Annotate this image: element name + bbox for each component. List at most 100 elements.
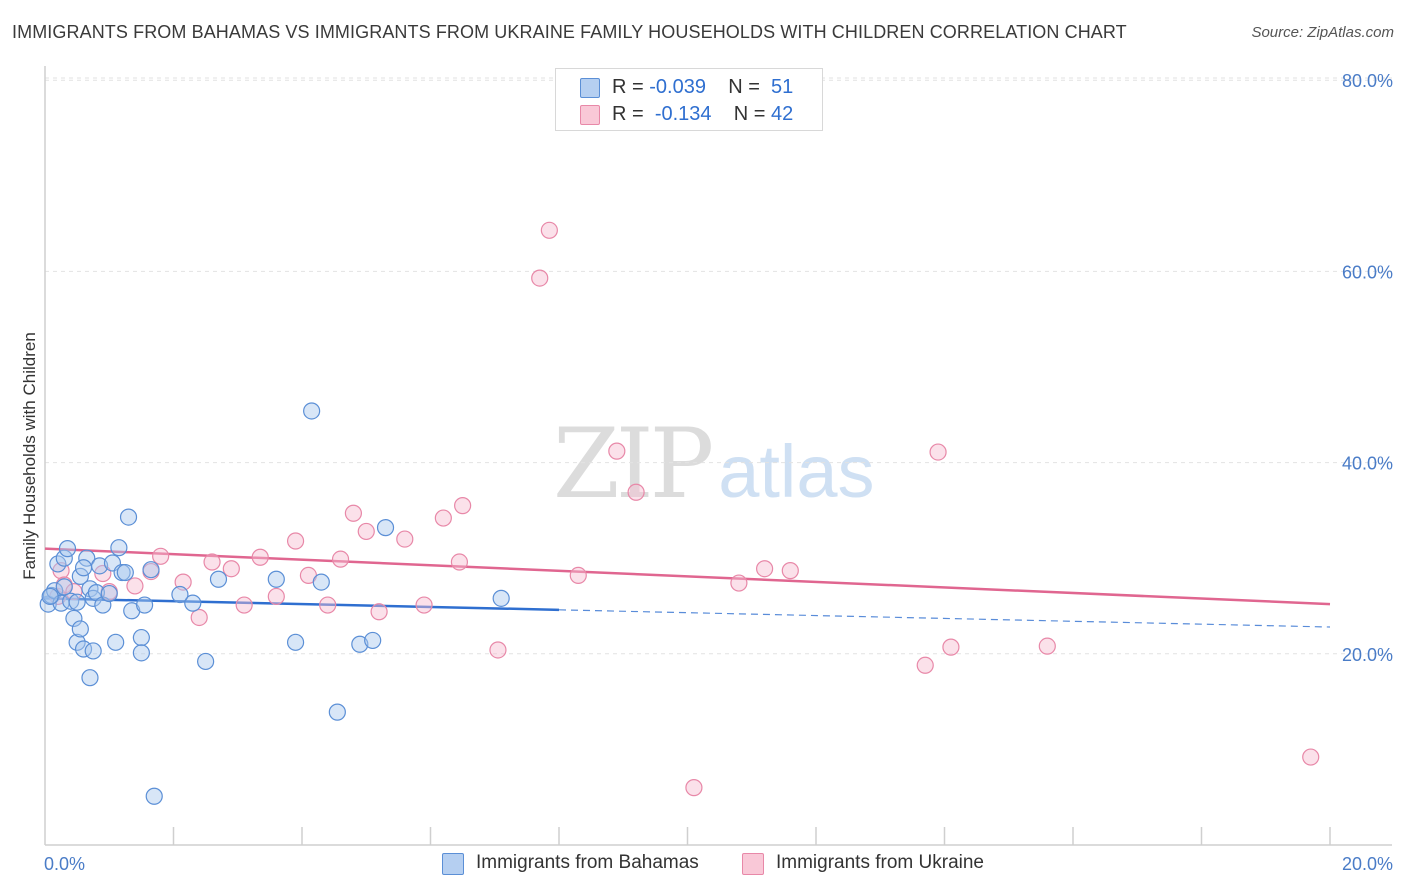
ukraine-r-label: R = bbox=[612, 103, 644, 125]
ukraine-point bbox=[357, 522, 375, 541]
ukraine-r-value: -0.134 bbox=[654, 103, 712, 125]
ukraine-point bbox=[251, 548, 269, 566]
ukraine-point bbox=[267, 587, 285, 606]
ukraine-point bbox=[1302, 748, 1320, 766]
ukraine-point bbox=[396, 530, 414, 548]
bahamas-point bbox=[41, 587, 59, 606]
bahamas-point bbox=[142, 561, 160, 579]
bahamas-point bbox=[58, 540, 77, 558]
bahamas-point bbox=[132, 628, 150, 647]
ukraine-point bbox=[152, 547, 170, 565]
ukraine-point bbox=[126, 577, 144, 595]
watermark-zip: ZIP bbox=[553, 408, 714, 520]
ukraine-point bbox=[929, 443, 947, 461]
ukraine-point bbox=[344, 504, 362, 522]
legend-ukraine-swatch bbox=[742, 853, 764, 875]
bahamas-point bbox=[286, 633, 305, 651]
bahamas-point bbox=[351, 635, 369, 653]
y-tick-label: 20.0% bbox=[1342, 645, 1393, 665]
ukraine-point bbox=[450, 553, 469, 571]
data-points bbox=[39, 221, 1320, 805]
y-tick-label: 60.0% bbox=[1342, 262, 1393, 282]
chart-title: IMMIGRANTS FROM BAHAMAS VS IMMIGRANTS FR… bbox=[12, 22, 1127, 42]
x-tick-label: 20.0% bbox=[1342, 854, 1393, 874]
ukraine-point bbox=[730, 574, 748, 592]
bahamas-point bbox=[312, 573, 330, 591]
bahamas-point bbox=[55, 578, 73, 596]
ukraine-point bbox=[235, 596, 253, 614]
ukraine-point bbox=[190, 608, 208, 627]
ukraine-point bbox=[370, 603, 388, 621]
ukraine-point bbox=[286, 532, 305, 550]
legend-bahamas-label: Immigrants from Bahamas bbox=[476, 852, 699, 873]
y-tick-label: 40.0% bbox=[1342, 454, 1393, 474]
bahamas-point bbox=[71, 620, 89, 638]
ukraine-point bbox=[569, 566, 587, 585]
ukraine-point bbox=[916, 656, 934, 674]
bahamas-point bbox=[74, 559, 93, 577]
ukraine-point bbox=[222, 560, 240, 578]
ukraine-point bbox=[1038, 637, 1056, 655]
bahamas-r-label: R = bbox=[612, 76, 644, 98]
ukraine-point bbox=[415, 596, 433, 614]
ukraine-point bbox=[781, 562, 799, 580]
source-label: Source: ZipAtlas.com bbox=[1251, 24, 1394, 41]
bahamas-point bbox=[49, 555, 67, 573]
bahamas-point bbox=[376, 519, 395, 537]
ukraine-point bbox=[319, 596, 337, 614]
bahamas-point bbox=[492, 589, 510, 607]
ukraine-point bbox=[454, 497, 472, 515]
ukraine-point bbox=[685, 779, 703, 797]
axes bbox=[44, 66, 1392, 846]
bahamas-trend-line bbox=[44, 597, 560, 612]
ukraine-point bbox=[608, 442, 626, 460]
bahamas-point bbox=[364, 631, 382, 650]
legend-bahamas-swatch bbox=[442, 853, 464, 875]
bahamas-point bbox=[65, 609, 83, 628]
ukraine-point bbox=[531, 269, 549, 287]
ukraine-point bbox=[203, 553, 221, 571]
bahamas-swatch bbox=[580, 78, 600, 98]
bahamas-point bbox=[62, 592, 80, 610]
ukraine-n-label: N = bbox=[733, 103, 766, 125]
legend-ukraine-label: Immigrants from Ukraine bbox=[776, 852, 984, 873]
bahamas-trend-extension bbox=[558, 609, 1331, 628]
y-tick-label: 80.0% bbox=[1342, 71, 1393, 91]
ukraine-point bbox=[434, 509, 452, 527]
ukraine-trend-line bbox=[44, 547, 1331, 606]
trend-lines bbox=[44, 547, 1331, 628]
bahamas-point bbox=[184, 594, 202, 612]
bahamas-point bbox=[171, 585, 189, 604]
bahamas-point bbox=[119, 508, 138, 526]
ukraine-point bbox=[331, 550, 350, 568]
bahamas-point bbox=[267, 570, 285, 588]
correlation-legend: R = -0.039 N = 51 R = -0.134 N = 42 bbox=[555, 68, 823, 131]
x-tick-label: 0.0% bbox=[44, 854, 85, 874]
bahamas-point bbox=[197, 652, 215, 671]
bahamas-point bbox=[132, 644, 150, 662]
bahamas-point bbox=[68, 593, 86, 611]
ukraine-point bbox=[755, 560, 774, 578]
bahamas-point bbox=[107, 633, 125, 651]
tick-labels: 20.0% 40.0% 60.0% 80.0% 0.0% 20.0% bbox=[44, 71, 1393, 874]
ukraine-point bbox=[627, 483, 645, 501]
ukraine-point bbox=[540, 221, 558, 239]
bahamas-n-label: N = bbox=[728, 76, 760, 98]
bahamas-point bbox=[68, 633, 86, 651]
zipatlas-watermark: ZIP atlas bbox=[553, 408, 875, 520]
bahamas-point bbox=[84, 642, 102, 660]
bahamas-point bbox=[135, 596, 154, 614]
bahamas-point bbox=[328, 703, 346, 721]
ukraine-swatch bbox=[580, 105, 600, 125]
bahamas-point bbox=[116, 563, 134, 582]
bahamas-point bbox=[145, 787, 163, 805]
bahamas-n-value: 51 bbox=[771, 76, 794, 98]
grid-lines bbox=[45, 77, 1392, 655]
ukraine-n-value: 42 bbox=[771, 103, 794, 125]
bahamas-point bbox=[78, 549, 96, 567]
bahamas-point bbox=[81, 669, 99, 687]
bahamas-point bbox=[100, 584, 118, 603]
bahamas-point bbox=[110, 539, 128, 557]
bahamas-point bbox=[303, 402, 321, 420]
